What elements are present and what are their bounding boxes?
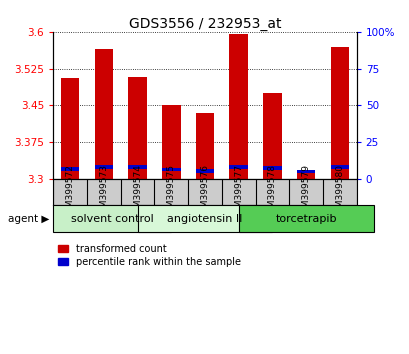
Bar bbox=[229, 34, 247, 179]
Bar bbox=[296, 171, 315, 179]
Bar bbox=[162, 168, 180, 171]
Text: angiotensin II: angiotensin II bbox=[167, 213, 242, 224]
Bar bbox=[94, 49, 113, 179]
Bar bbox=[128, 77, 146, 179]
Text: solvent control: solvent control bbox=[71, 213, 153, 224]
Bar bbox=[195, 113, 214, 179]
Bar bbox=[162, 105, 180, 179]
Text: torcetrapib: torcetrapib bbox=[275, 213, 336, 224]
Bar bbox=[229, 165, 247, 169]
Bar bbox=[61, 167, 79, 171]
Bar bbox=[330, 165, 348, 169]
Text: GSM399577: GSM399577 bbox=[234, 165, 243, 219]
Bar bbox=[61, 78, 79, 179]
Title: GDS3556 / 232953_at: GDS3556 / 232953_at bbox=[128, 17, 281, 31]
Text: GSM399574: GSM399574 bbox=[133, 165, 142, 219]
Text: GSM399578: GSM399578 bbox=[267, 165, 276, 219]
Bar bbox=[94, 165, 113, 169]
Text: GSM399576: GSM399576 bbox=[200, 165, 209, 219]
Legend: transformed count, percentile rank within the sample: transformed count, percentile rank withi… bbox=[58, 244, 240, 267]
Bar bbox=[263, 93, 281, 179]
Bar bbox=[263, 166, 281, 170]
Text: GSM399573: GSM399573 bbox=[99, 165, 108, 219]
Text: GSM399572: GSM399572 bbox=[65, 165, 74, 219]
Text: GSM399579: GSM399579 bbox=[301, 165, 310, 219]
Text: GSM399580: GSM399580 bbox=[335, 165, 344, 219]
Bar bbox=[330, 46, 348, 179]
Bar bbox=[128, 165, 146, 169]
Bar bbox=[296, 170, 315, 173]
Bar bbox=[195, 169, 214, 173]
Text: GSM399575: GSM399575 bbox=[166, 165, 175, 219]
Text: agent ▶: agent ▶ bbox=[8, 213, 49, 224]
